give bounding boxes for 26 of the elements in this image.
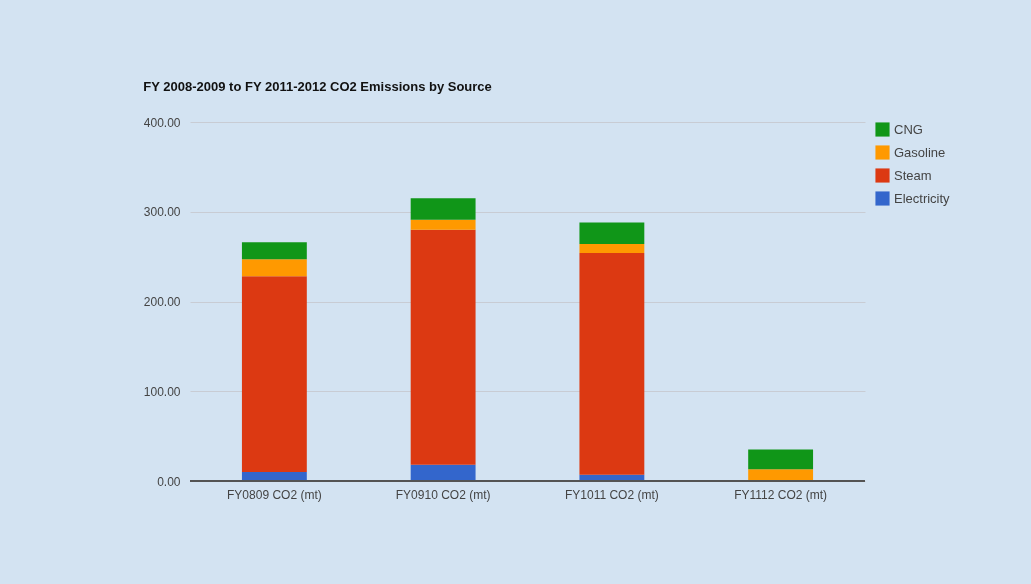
bar (410, 229, 476, 465)
y-tick-label: 0.00 (157, 474, 181, 489)
bar (410, 198, 476, 220)
legend-label: Electricity (894, 190, 951, 206)
legend-label: Steam (894, 167, 932, 183)
bar (241, 259, 307, 277)
bar (579, 253, 645, 475)
x-tick-label: FY1112 CO2 (mt) (734, 487, 828, 502)
bar (748, 469, 814, 481)
bar (241, 276, 307, 473)
y-tick-label: 100.00 (143, 384, 181, 399)
x-tick-label: FY0910 CO2 (mt) (395, 487, 491, 502)
bar (241, 242, 307, 260)
legend-label: Gasoline (894, 144, 946, 160)
bar (748, 449, 814, 470)
y-tick-label: 200.00 (143, 295, 181, 309)
legend-label: CNG (894, 121, 923, 137)
x-tick-label: FY1011 CO2 (mt) (564, 487, 659, 502)
bar (579, 222, 645, 245)
chart-title: FY 2008-2009 to FY 2011-2012 CO2 Emissions by Source (143, 79, 492, 94)
y-tick-label: 300.00 (143, 205, 181, 220)
y-tick-label: 400.00 (143, 115, 181, 130)
bar (410, 464, 476, 481)
bar (579, 244, 645, 254)
bar (410, 219, 476, 230)
x-tick-label: FY0809 CO2 (mt) (227, 487, 322, 502)
